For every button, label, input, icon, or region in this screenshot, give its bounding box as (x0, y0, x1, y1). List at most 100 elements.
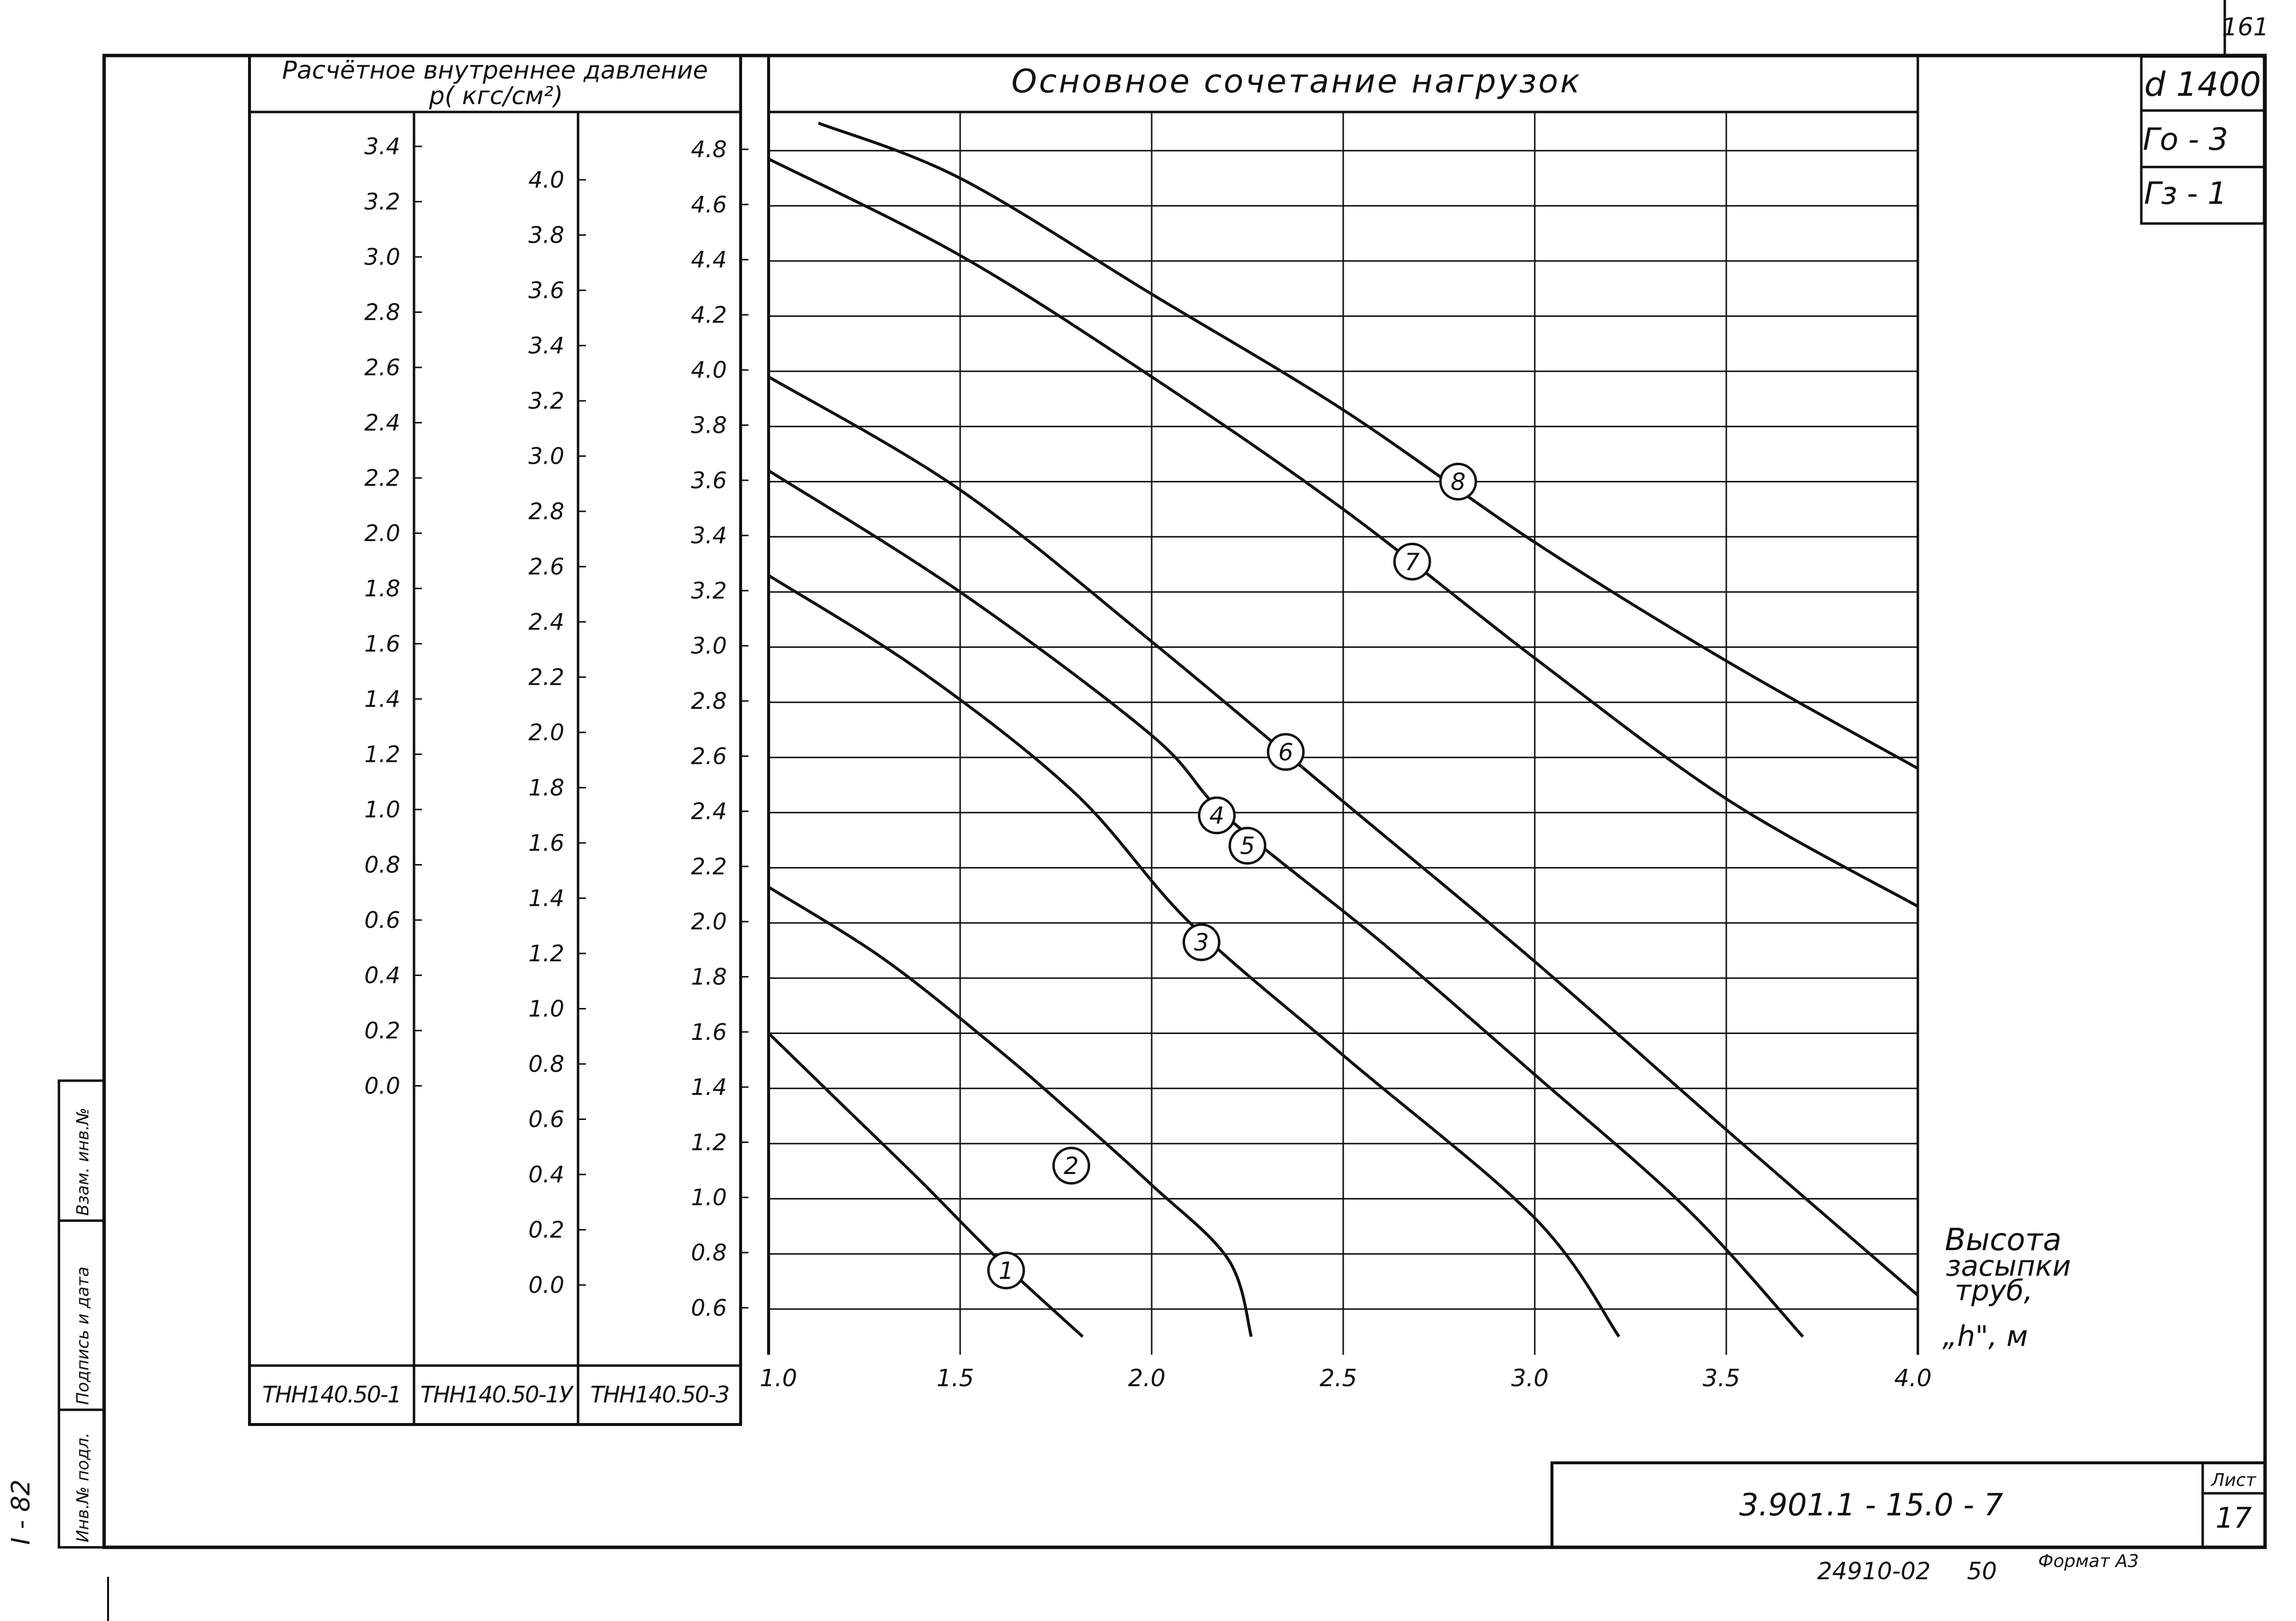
x-tick-label-1: 1.5 (937, 1365, 974, 1392)
corner-tags: d 1400 Го - 3 Гз - 1 (2140, 55, 2266, 225)
scale-1-label-4: 2.6 (364, 354, 400, 381)
curve-5-label: 5 (1240, 833, 1255, 860)
scale-1-label-7: 2.0 (364, 520, 400, 547)
scale-1-label-1: 3.2 (364, 189, 400, 215)
scale-3-label-16: 1.6 (691, 1019, 727, 1045)
side-stamp-number: I - 82 (6, 1480, 36, 1545)
curve-3-label: 3 (1194, 929, 1209, 956)
scale-3-label-10: 2.8 (691, 688, 727, 714)
side-label-inventory: Инв.№ подл. (73, 1432, 93, 1542)
sheet-frame: 161 (102, 0, 2269, 1621)
tag-go: Го - 3 (2143, 121, 2228, 157)
scale-2-label-15: 1.0 (528, 996, 564, 1022)
scale-1-label-2: 3.0 (364, 244, 400, 270)
scale-2-label-16: 0.8 (528, 1051, 564, 1077)
x-axis-title-line1: Высота (1945, 1222, 2062, 1258)
scale-1-label-8: 1.8 (364, 575, 400, 602)
tag-diameter: d 1400 (2144, 65, 2261, 104)
x-tick-label-5: 3.5 (1703, 1365, 1740, 1392)
curve-4-label: 4 (1209, 802, 1224, 830)
x-tick-label-3: 2.5 (1320, 1365, 1357, 1392)
scale-name-2: ТНН140.50-1У (420, 1381, 574, 1408)
scale-3-label-11: 2.6 (691, 743, 727, 769)
scale-3-label-2: 4.4 (691, 247, 727, 273)
scales-header-line1: Расчётное внутреннее давление (282, 56, 708, 84)
curve-8-label: 8 (1451, 469, 1466, 496)
side-stamp: Взам. инв.№ Подпись и дата Инв.№ подл. I… (6, 1079, 106, 1549)
scale-2-label-4: 3.2 (528, 388, 564, 414)
x-axis-title-line2: засыпки (1946, 1249, 2071, 1283)
scale-name-1: ТНН140.50-1 (262, 1381, 401, 1408)
scale-1-label-17: 0.0 (364, 1073, 400, 1099)
curve-7 (768, 157, 1919, 908)
scale-1-label-9: 1.6 (364, 631, 400, 657)
tag-gz: Гз - 1 (2144, 175, 2227, 211)
scale-2-label-0: 4.0 (528, 167, 564, 193)
page-number: 161 (2222, 13, 2268, 41)
scale-2-label-17: 0.6 (528, 1106, 564, 1133)
scale-2-label-12: 1.6 (528, 830, 564, 856)
curve-6-marker (1267, 733, 1305, 771)
curve-1-label: 1 (998, 1257, 1014, 1285)
scales-header-line2: p( кгс/см²) (429, 82, 563, 110)
curve-6-label: 6 (1278, 739, 1294, 766)
scale-3-label-3: 4.2 (691, 302, 727, 328)
scale-2-label-14: 1.2 (528, 940, 564, 967)
scale-1-label-10: 1.4 (364, 686, 400, 712)
curve-2 (768, 886, 1253, 1338)
chart-grid (769, 112, 1919, 1355)
scale-2-label-13: 1.4 (528, 885, 564, 912)
scale-2-label-18: 0.4 (528, 1161, 564, 1188)
chart-title: Основное сочетание нагрузок (1011, 62, 1581, 100)
curve-4-marker (1198, 796, 1236, 835)
scale-1-label-3: 2.8 (364, 299, 400, 326)
scale-1-label-5: 2.4 (364, 410, 400, 436)
x-tick-label-6: 4.0 (1894, 1365, 1932, 1392)
scale-2-label-20: 0.0 (528, 1272, 564, 1298)
scale-3-label-8: 3.2 (691, 577, 727, 604)
scale-3-label-14: 2.0 (691, 908, 727, 935)
scale-1-label-16: 0.2 (364, 1017, 400, 1044)
scale-1-label-13: 0.8 (364, 852, 400, 878)
scale-2-label-7: 2.6 (528, 554, 564, 580)
scale-3-label-20: 0.8 (691, 1239, 727, 1266)
scale-1-label-14: 0.6 (364, 907, 400, 933)
curve-4 (768, 469, 1804, 1338)
scale-2-label-6: 2.8 (528, 498, 564, 525)
curve-5-marker (1228, 827, 1267, 865)
scale-3-label-7: 3.4 (691, 522, 727, 549)
scale-3-label-18: 1.2 (691, 1129, 727, 1155)
scale-2-label-10: 2.0 (528, 719, 564, 746)
scale-3-label-21: 0.6 (691, 1294, 727, 1321)
scale-1-label-12: 1.0 (364, 796, 400, 823)
scale-3-label-9: 3.0 (691, 633, 727, 659)
sheet-number: 17 (2215, 1501, 2252, 1535)
format-label: Формат А3 (2038, 1551, 2139, 1571)
scale-1-label-11: 1.2 (364, 741, 400, 768)
x-axis-title-line3: труб, (1955, 1274, 2033, 1307)
title-block: 3.901.1 - 15.0 - 7 Лист 17 24910-02 50 Ф… (1550, 1461, 2267, 1585)
x-tick-labels: 1.0 1.5 2.0 2.5 3.0 3.5 4.0 (760, 1365, 1932, 1392)
side-label-signature: Подпись и дата (73, 1266, 93, 1405)
x-axis-title: Высота засыпки труб, „h", м (1942, 1222, 2071, 1353)
scale-2-label-8: 2.4 (528, 609, 564, 635)
x-tick-label-4: 3.0 (1511, 1365, 1549, 1392)
scale-3-label-13: 2.2 (691, 853, 727, 880)
bottom-number: 50 (1967, 1558, 1997, 1585)
scale-3-label-5: 3.8 (691, 412, 727, 439)
scale-2-label-5: 3.0 (528, 443, 564, 470)
scale-1-label-15: 0.4 (364, 962, 400, 989)
pressure-scales: Расчётное внутреннее давление p( кгс/см²… (248, 54, 748, 1426)
scale-2-label-2: 3.6 (528, 277, 564, 304)
scale-3-label-0: 4.8 (691, 136, 727, 163)
x-tick-label-0: 1.0 (760, 1365, 797, 1392)
curve-8-marker (1439, 463, 1477, 501)
curve-labels: 1 2 3 45 6 7 8 (987, 463, 1477, 1289)
curve-1 (767, 1032, 1084, 1338)
scale-3-label-1: 4.6 (691, 191, 727, 218)
curve-3-marker (1182, 923, 1220, 961)
x-tick-label-2: 2.0 (1128, 1365, 1165, 1392)
curve-5 (769, 471, 1803, 1337)
document-code: 3.901.1 - 15.0 - 7 (1739, 1487, 2003, 1523)
